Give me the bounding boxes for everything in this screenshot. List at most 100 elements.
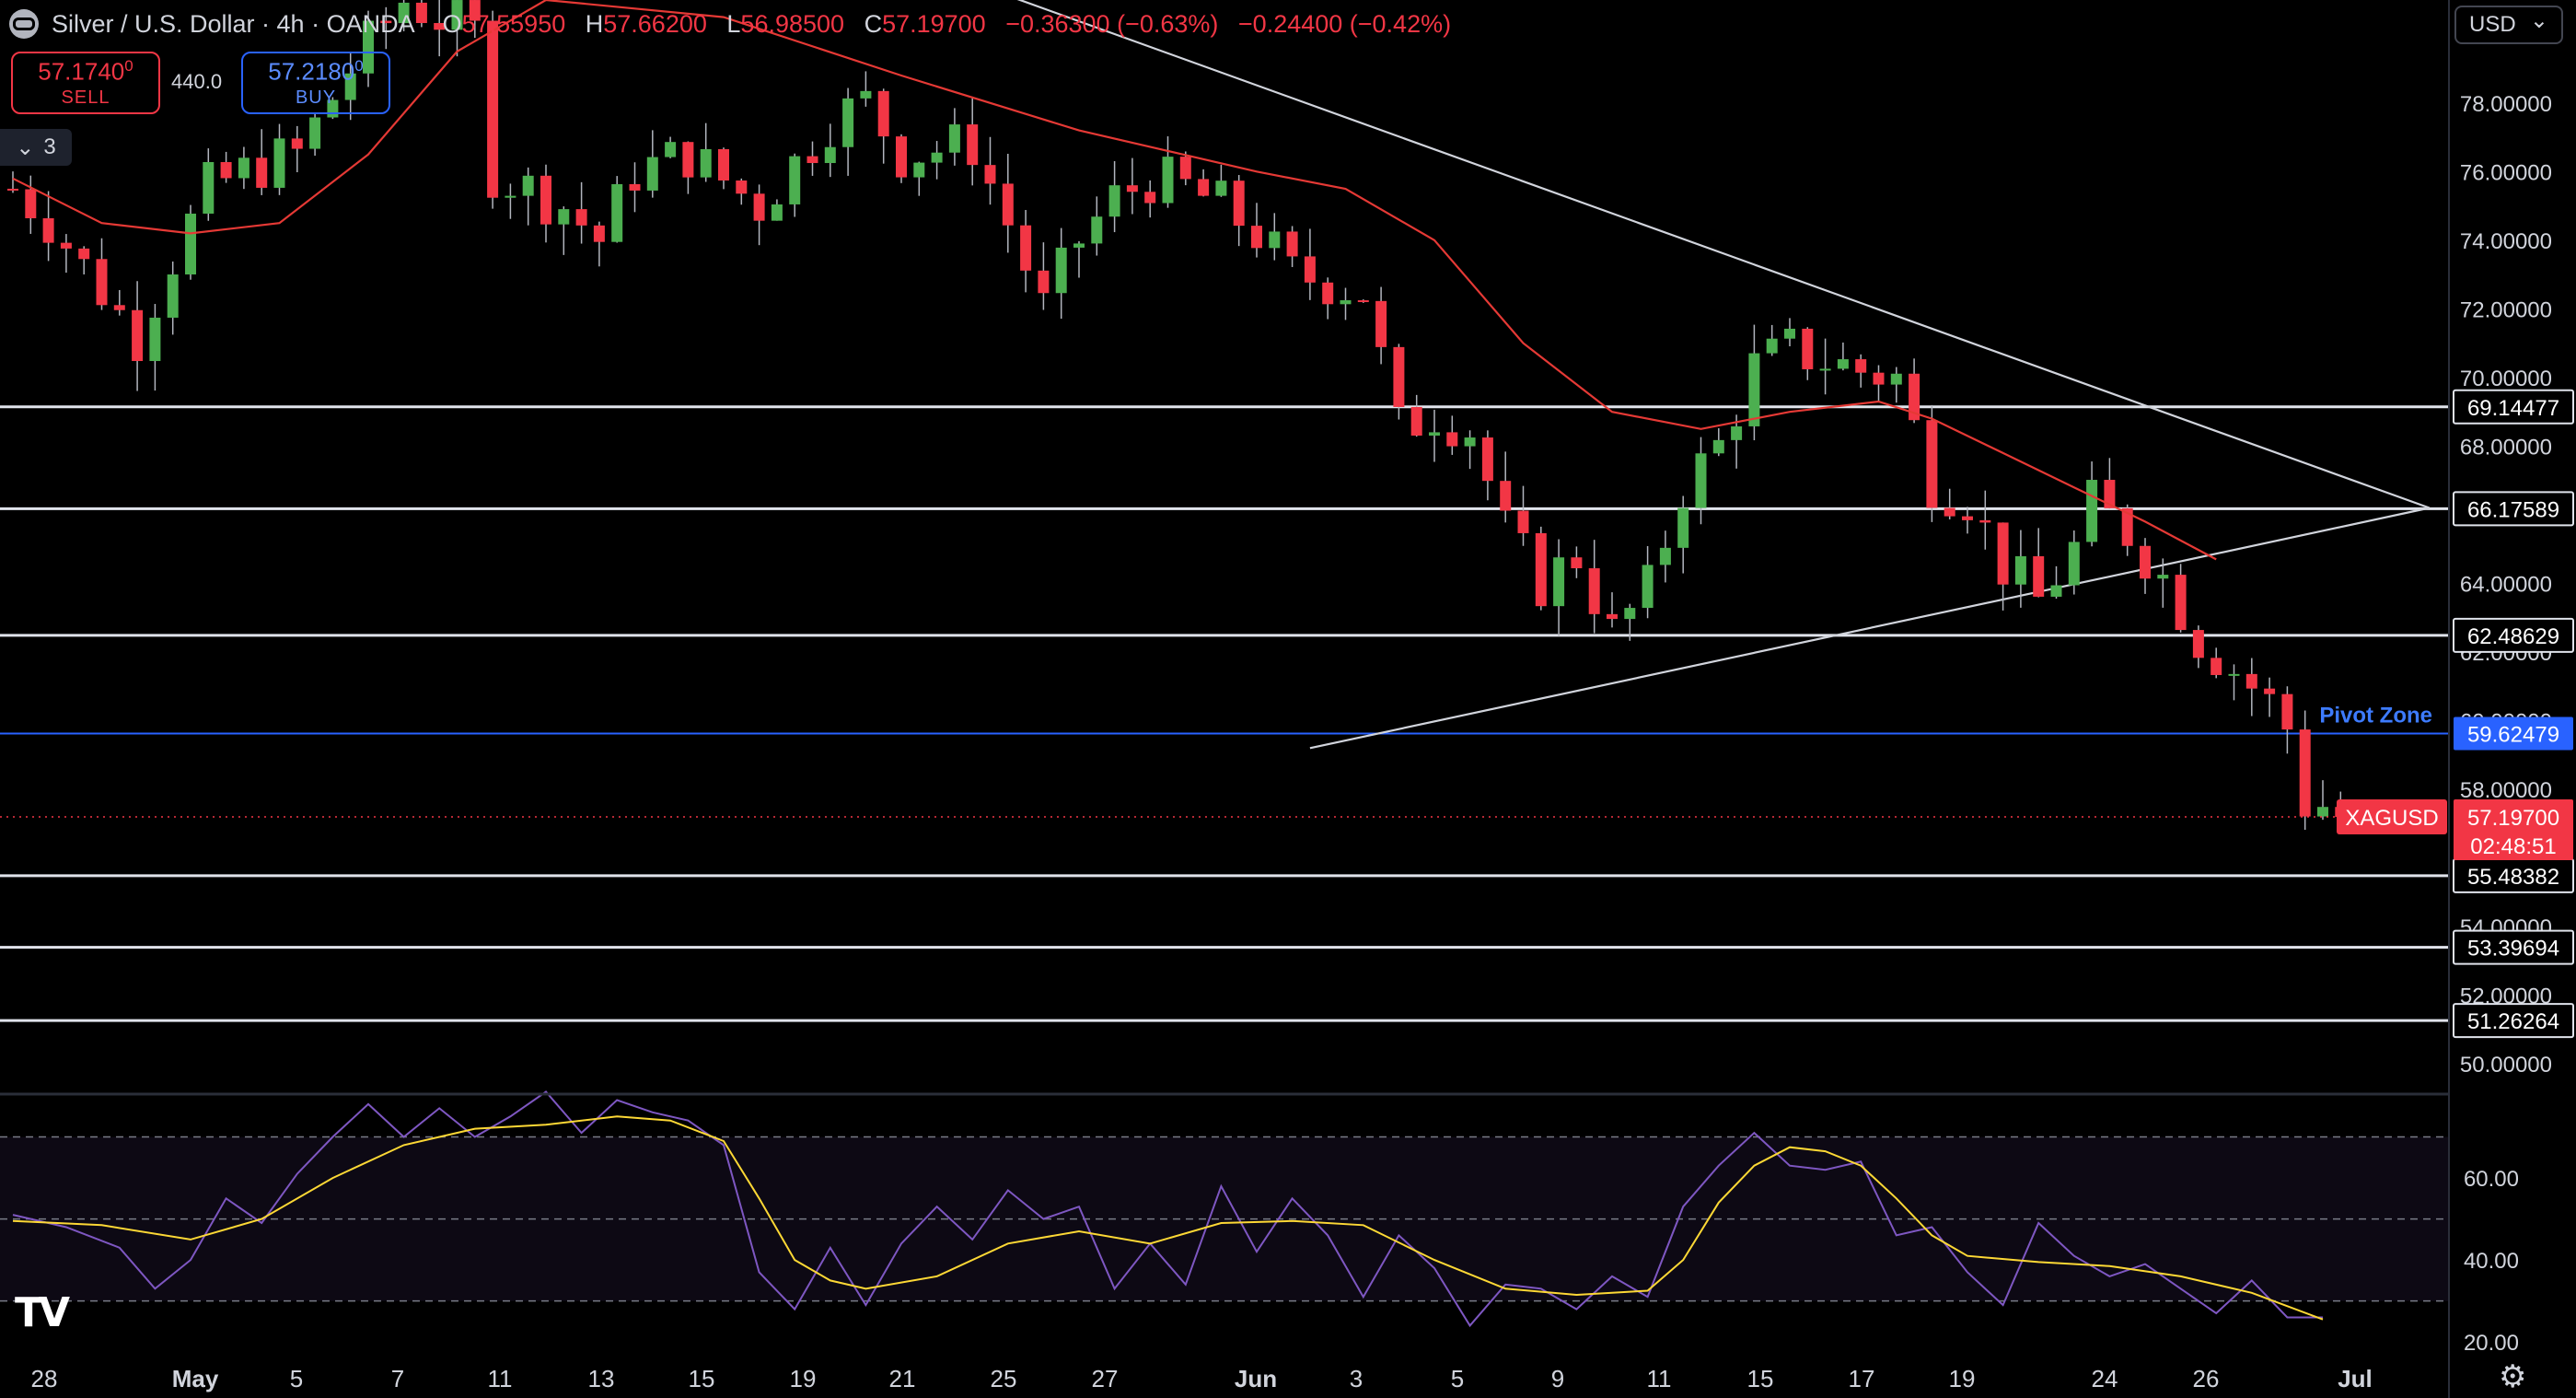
candle-body[interactable]	[984, 165, 996, 184]
candle-body[interactable]	[256, 157, 268, 188]
gear-icon[interactable]: ⚙	[2499, 1359, 2527, 1394]
candle-body[interactable]	[238, 157, 249, 179]
candle-body[interactable]	[1571, 557, 1583, 569]
candle-body[interactable]	[1962, 516, 1973, 520]
candle-body[interactable]	[1251, 226, 1262, 249]
candle-body[interactable]	[25, 189, 37, 218]
candle-body[interactable]	[2104, 480, 2116, 508]
candle-body[interactable]	[78, 248, 90, 260]
candle-body[interactable]	[1784, 328, 1795, 339]
moving-average-line[interactable]	[12, 0, 2217, 561]
candle-body[interactable]	[629, 183, 641, 191]
candle-body[interactable]	[575, 209, 587, 226]
candle-body[interactable]	[700, 148, 712, 178]
candle-body[interactable]	[1535, 532, 1547, 607]
candle-body[interactable]	[718, 148, 729, 181]
candle-body[interactable]	[1712, 439, 1724, 454]
candle-body[interactable]	[860, 90, 872, 99]
candle-body[interactable]	[1837, 359, 1849, 369]
candle-body[interactable]	[806, 156, 818, 164]
candle-body[interactable]	[1873, 372, 1885, 385]
candle-body[interactable]	[1108, 185, 1120, 217]
candle-body[interactable]	[2281, 693, 2293, 730]
candle-body[interactable]	[913, 162, 925, 178]
candle-body[interactable]	[2192, 630, 2204, 658]
candle-body[interactable]	[1002, 183, 1014, 226]
candle-body[interactable]	[1357, 300, 1369, 303]
candle-body[interactable]	[1162, 157, 1174, 204]
candle-body[interactable]	[2228, 673, 2240, 676]
candle-body[interactable]	[1286, 231, 1298, 257]
candle-body[interactable]	[1410, 406, 1422, 436]
candle-body[interactable]	[2210, 658, 2222, 675]
candle-body[interactable]	[1607, 613, 1618, 620]
candle-body[interactable]	[1500, 481, 1512, 511]
candle-body[interactable]	[1802, 328, 1814, 369]
candle-body[interactable]	[1055, 247, 1067, 294]
candle-body[interactable]	[113, 305, 125, 310]
candle-body[interactable]	[309, 117, 321, 149]
symbol-title[interactable]: Silver / U.S. Dollar · 4h · OANDA	[52, 9, 415, 38]
candle-body[interactable]	[1553, 557, 1565, 607]
candle-body[interactable]	[469, 0, 481, 21]
candle-body[interactable]	[1926, 420, 1938, 508]
candle-body[interactable]	[132, 309, 144, 362]
candle-body[interactable]	[1481, 437, 1493, 482]
candle-body[interactable]	[646, 157, 658, 191]
candle-body[interactable]	[1855, 359, 1867, 373]
candle-body[interactable]	[415, 2, 427, 24]
candle-body[interactable]	[1393, 346, 1405, 407]
candle-body[interactable]	[7, 188, 18, 191]
candle-body[interactable]	[2140, 545, 2151, 579]
candle-body[interactable]	[593, 225, 605, 242]
candle-body[interactable]	[896, 136, 907, 178]
candle-body[interactable]	[505, 195, 516, 198]
candle-body[interactable]	[434, 23, 446, 30]
candle-body[interactable]	[1624, 608, 1636, 620]
candle-body[interactable]	[451, 0, 463, 30]
candle-body[interactable]	[611, 183, 623, 242]
candle-body[interactable]	[2317, 807, 2328, 817]
candle-body[interactable]	[931, 152, 943, 163]
candle-body[interactable]	[1819, 368, 1831, 371]
candle-body[interactable]	[2299, 729, 2311, 817]
candle-body[interactable]	[363, 20, 374, 74]
candle-body[interactable]	[1020, 225, 1032, 271]
candle-body[interactable]	[1517, 510, 1529, 533]
candle-body[interactable]	[2175, 575, 2187, 631]
candle-body[interactable]	[42, 217, 54, 243]
candle-body[interactable]	[824, 146, 836, 164]
candle-body[interactable]	[540, 175, 551, 225]
candle-body[interactable]	[487, 20, 499, 198]
candle-body[interactable]	[1429, 432, 1440, 436]
candle-body[interactable]	[149, 317, 161, 362]
candle-body[interactable]	[1766, 338, 1778, 354]
candle-body[interactable]	[2033, 555, 2045, 597]
candle-body[interactable]	[1695, 453, 1707, 508]
candle-body[interactable]	[291, 138, 303, 149]
candle-body[interactable]	[1979, 519, 1991, 523]
candle-body[interactable]	[2068, 542, 2080, 586]
candle-body[interactable]	[1588, 568, 1600, 614]
candle-body[interactable]	[1179, 157, 1191, 180]
candle-body[interactable]	[522, 175, 534, 196]
candle-body[interactable]	[2121, 507, 2133, 546]
candle-body[interactable]	[2086, 480, 2098, 542]
candle-body[interactable]	[220, 161, 232, 179]
candle-body[interactable]	[2264, 688, 2276, 694]
candle-body[interactable]	[1198, 179, 1210, 196]
candle-body[interactable]	[1215, 181, 1227, 196]
candle-body[interactable]	[1126, 185, 1138, 192]
candle-body[interactable]	[948, 124, 960, 153]
candle-body[interactable]	[1731, 425, 1743, 440]
candle-body[interactable]	[1038, 270, 1050, 294]
indicators-collapse-button[interactable]: ⌄ 3	[0, 129, 72, 166]
candle-body[interactable]	[789, 156, 801, 204]
candle-body[interactable]	[1446, 432, 1458, 447]
candle-body[interactable]	[60, 242, 72, 249]
trendline-descending[interactable]	[972, 0, 2431, 509]
candle-body[interactable]	[1642, 565, 1654, 609]
candle-body[interactable]	[2050, 585, 2062, 597]
candle-body[interactable]	[1944, 507, 1955, 517]
candle-body[interactable]	[1233, 181, 1245, 227]
